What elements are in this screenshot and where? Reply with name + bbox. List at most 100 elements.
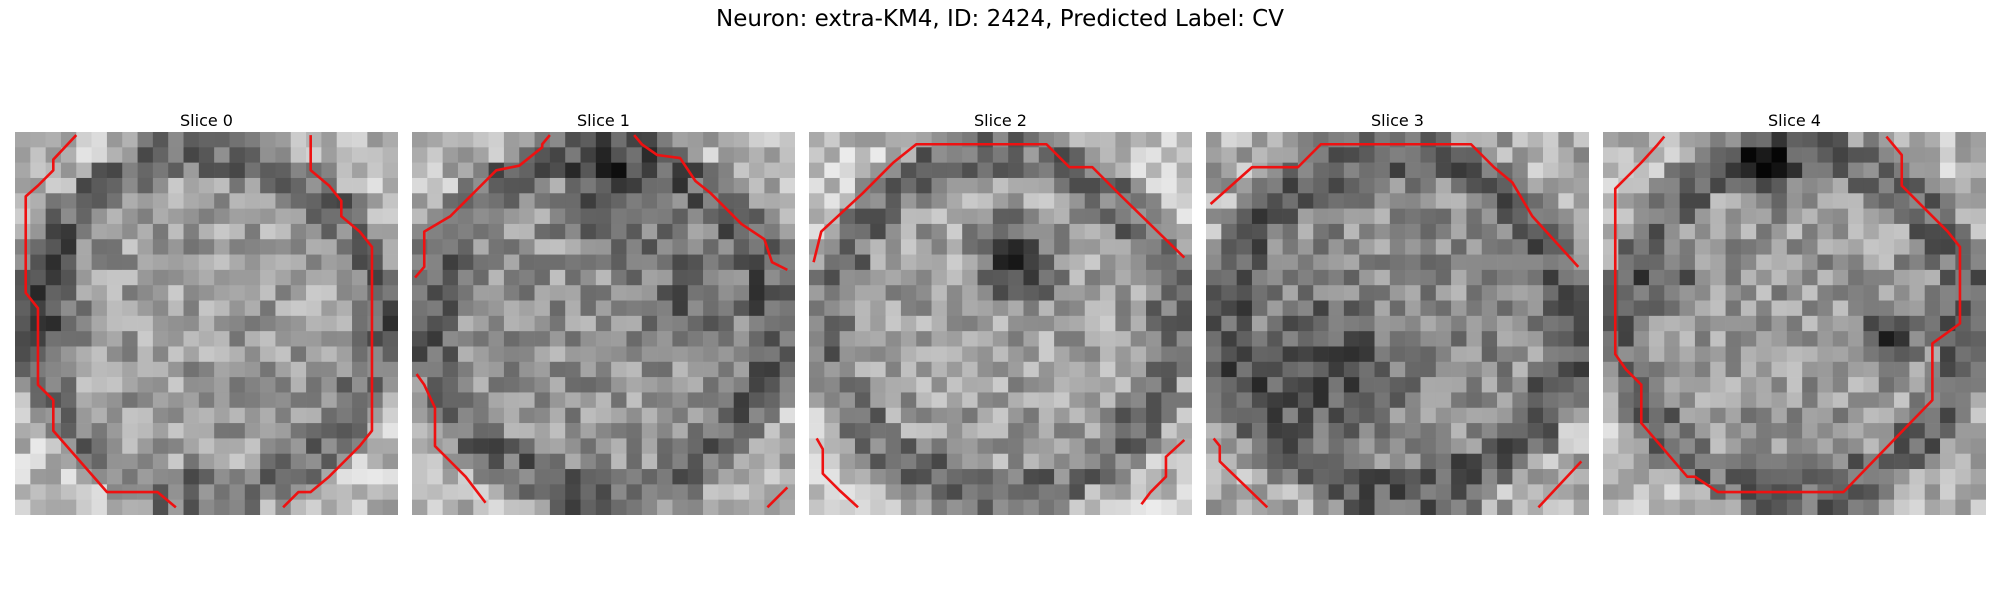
pixel	[1832, 469, 1849, 485]
pixel	[687, 438, 704, 455]
pixel	[779, 208, 795, 225]
pixel	[275, 361, 292, 378]
pixel	[1832, 438, 1849, 455]
pixel	[977, 377, 994, 393]
contour-line	[1140, 438, 1186, 506]
pixel	[1603, 423, 1619, 439]
pixel	[183, 223, 200, 240]
pixel	[1130, 147, 1147, 163]
pixel	[1481, 315, 1498, 332]
pixel	[1221, 223, 1237, 240]
pixel	[870, 484, 886, 500]
pixel	[1543, 239, 1559, 255]
pixel	[122, 331, 138, 347]
pixel	[352, 346, 368, 363]
pixel	[275, 223, 292, 240]
pixel	[1451, 377, 1467, 393]
pixel	[1267, 361, 1283, 378]
pixel	[1313, 438, 1329, 455]
pixel	[839, 162, 856, 179]
pixel	[946, 361, 963, 378]
pixel	[839, 223, 856, 240]
pixel	[1161, 208, 1177, 225]
pixel	[488, 254, 505, 271]
pixel	[549, 423, 566, 439]
pixel	[1420, 208, 1437, 225]
pixel	[611, 484, 627, 500]
pixel	[30, 132, 46, 148]
pixel	[1267, 331, 1283, 347]
pixel	[427, 361, 443, 378]
pixel	[1130, 223, 1147, 240]
pixel	[76, 193, 92, 209]
pixel	[549, 407, 566, 424]
pixel	[1894, 269, 1910, 286]
pixel	[1146, 147, 1162, 163]
pixel	[1771, 254, 1788, 271]
pixel	[764, 423, 780, 439]
pixel	[595, 346, 612, 363]
pixel	[1313, 453, 1329, 470]
pixel	[1633, 346, 1650, 363]
pixel	[1664, 346, 1680, 363]
pixel	[962, 254, 978, 271]
pixel	[427, 239, 443, 255]
pixel	[1328, 285, 1345, 301]
pixel	[1038, 453, 1055, 470]
pixel	[916, 453, 932, 470]
pixel	[1008, 453, 1024, 470]
pixel	[626, 469, 643, 485]
pixel	[703, 239, 719, 255]
pixel	[1420, 453, 1437, 470]
pixel	[1543, 269, 1559, 286]
pixel	[1955, 407, 1971, 424]
pixel	[1710, 177, 1726, 194]
pixel	[779, 223, 795, 240]
pixel	[1573, 300, 1589, 317]
pixel	[1603, 469, 1619, 485]
pixel	[1313, 484, 1329, 500]
pixel	[1725, 162, 1742, 179]
pixel	[260, 177, 276, 194]
pixel	[473, 346, 489, 363]
pixel	[214, 254, 230, 271]
pixel	[549, 269, 566, 286]
pixel	[1786, 223, 1803, 240]
pixel	[1909, 423, 1926, 439]
pixel	[703, 315, 719, 332]
pixel	[519, 438, 535, 455]
pixel	[1221, 423, 1237, 439]
pixel	[1832, 300, 1849, 317]
pixel	[152, 361, 169, 378]
pixel	[352, 254, 368, 271]
pixel	[15, 346, 31, 363]
slice-panel-4: Slice 4	[1603, 109, 1986, 515]
pixel	[703, 361, 719, 378]
pixel	[534, 469, 551, 485]
pixel	[275, 300, 292, 317]
pixel	[977, 453, 994, 470]
pixel	[183, 484, 200, 500]
pixel	[1512, 484, 1529, 500]
pixel	[900, 361, 917, 378]
pixel	[672, 208, 689, 225]
pixel	[306, 423, 322, 439]
pixel	[565, 285, 581, 301]
pixel	[1817, 346, 1834, 363]
pixel	[1251, 484, 1268, 500]
pixel	[854, 177, 871, 194]
pixel	[1251, 392, 1268, 409]
pixel	[1374, 193, 1391, 209]
pixel	[1146, 239, 1162, 255]
pixel	[1008, 147, 1024, 163]
pixel	[1161, 239, 1177, 255]
pixel	[703, 346, 719, 363]
pixel	[15, 223, 31, 240]
pixel	[214, 499, 230, 515]
pixel	[1878, 392, 1895, 409]
pixel	[1878, 361, 1895, 378]
pixel	[870, 361, 886, 378]
pixel	[611, 438, 627, 455]
pixel	[1206, 254, 1222, 271]
pixel	[611, 208, 627, 225]
